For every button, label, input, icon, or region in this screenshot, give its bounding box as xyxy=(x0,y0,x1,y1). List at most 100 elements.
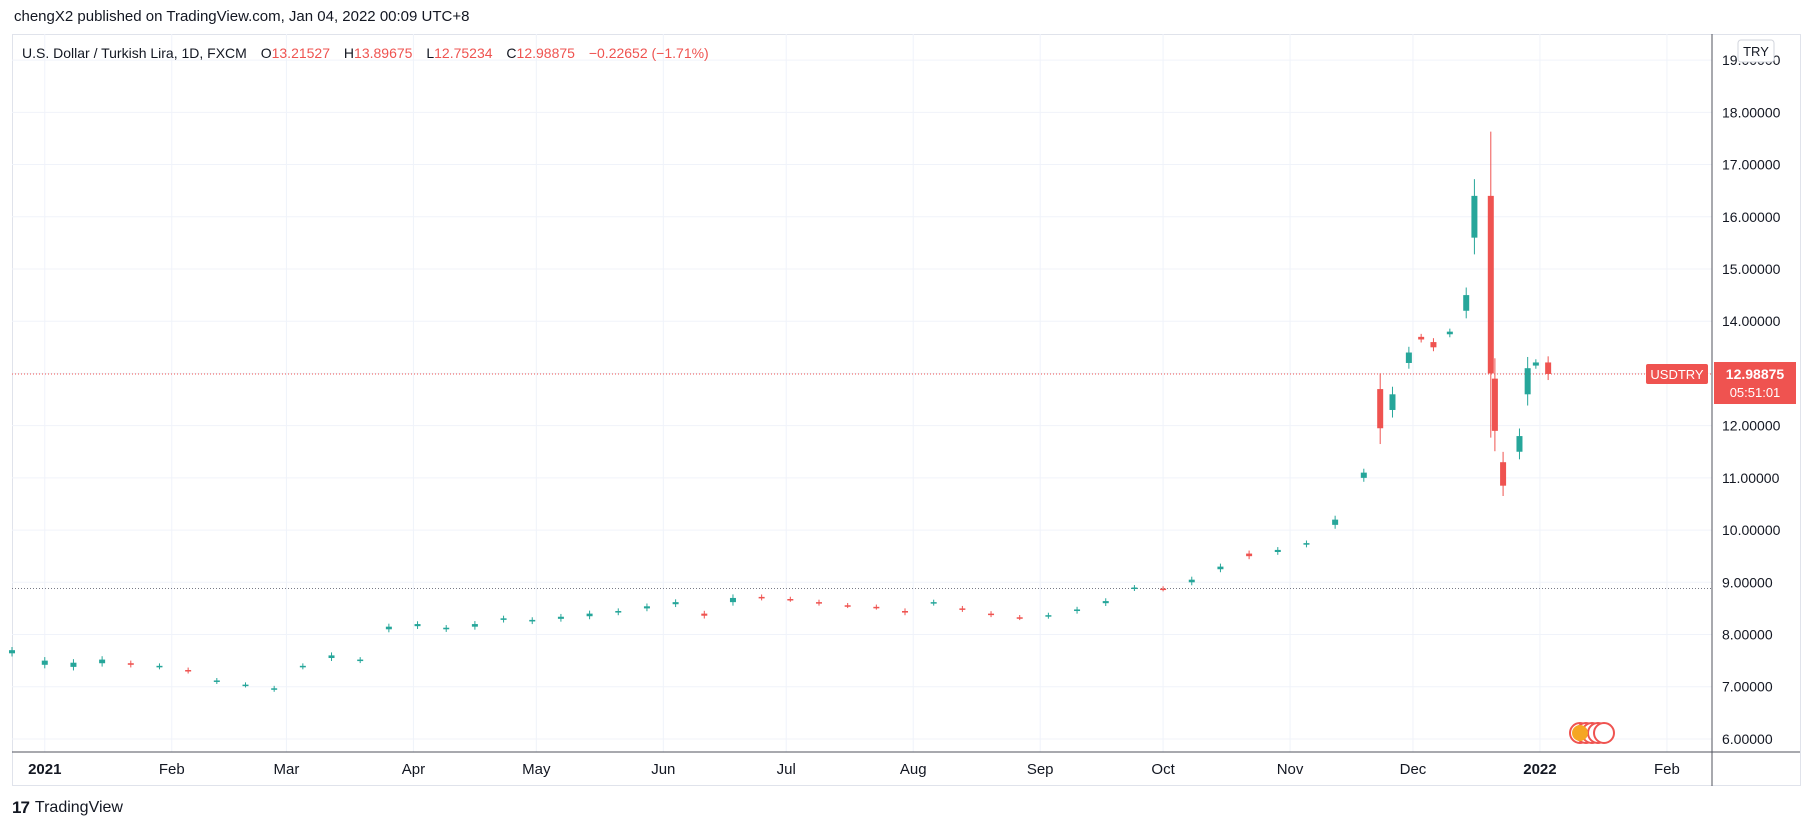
candle-body[interactable] xyxy=(127,663,134,665)
candle-body[interactable] xyxy=(156,665,163,668)
time-axis-label: 2022 xyxy=(1523,761,1556,778)
candle-body[interactable] xyxy=(1332,519,1339,525)
candle-body[interactable] xyxy=(185,670,192,672)
candle-body[interactable] xyxy=(9,650,15,654)
tradingview-brand: TradingView xyxy=(34,799,123,816)
price-axis-label: 9.00000 xyxy=(1722,574,1773,590)
legend-low-value: 12.75234 xyxy=(434,45,493,61)
currency-badge-label: TRY xyxy=(1743,44,1769,59)
candle-body[interactable] xyxy=(357,659,364,662)
candle-body[interactable] xyxy=(959,608,966,610)
last-price-badge[interactable] xyxy=(1714,362,1796,405)
publish-info: chengX2 published on TradingView.com, Ja… xyxy=(14,8,470,25)
candle-body[interactable] xyxy=(213,680,220,682)
price-axis-label: 16.00000 xyxy=(1722,209,1781,225)
candle-body[interactable] xyxy=(1491,378,1498,431)
legend-open-value: 13.21527 xyxy=(271,45,331,61)
time-axis-label: Jul xyxy=(777,761,796,778)
candle-body[interactable] xyxy=(1430,342,1437,348)
candle-body[interactable] xyxy=(873,606,880,609)
time-axis-label: Feb xyxy=(159,761,185,778)
candle-body[interactable] xyxy=(1418,336,1425,340)
candle-body[interactable] xyxy=(414,624,421,627)
candle-body[interactable] xyxy=(729,597,736,603)
candle-body[interactable] xyxy=(1389,394,1396,410)
candle-body[interactable] xyxy=(1045,615,1052,617)
time-axis-label: Nov xyxy=(1277,761,1304,778)
candle-body[interactable] xyxy=(701,613,708,616)
symbol-tag[interactable] xyxy=(1646,364,1708,385)
candle-body[interactable] xyxy=(844,605,851,607)
candle-body[interactable] xyxy=(242,684,249,687)
candle-body[interactable] xyxy=(1405,352,1412,363)
ohlc-legend: U.S. Dollar / Turkish Lira, 1D, FXCM O13… xyxy=(22,45,709,61)
price-axis-label: 6.00000 xyxy=(1722,731,1773,747)
candle-body[interactable] xyxy=(385,626,392,630)
candle-body[interactable] xyxy=(643,606,650,609)
legend-open-label: O xyxy=(260,45,272,61)
tradingview-logo-icon: 17 xyxy=(12,798,30,817)
candle-body[interactable] xyxy=(1532,362,1539,366)
candle-body[interactable] xyxy=(1516,436,1523,452)
candle-body[interactable] xyxy=(1471,195,1478,238)
candle-body[interactable] xyxy=(758,596,765,599)
price-axis-label: 14.00000 xyxy=(1722,313,1781,329)
candle-body[interactable] xyxy=(1500,462,1507,486)
candle-body[interactable] xyxy=(615,611,622,613)
candle-body[interactable] xyxy=(1246,553,1253,557)
candle-body[interactable] xyxy=(902,611,909,613)
legend-symbol: U.S. Dollar / Turkish Lira, 1D, FXCM xyxy=(22,45,247,61)
candle-body[interactable] xyxy=(70,662,77,667)
candle-body[interactable] xyxy=(1102,601,1109,604)
candle-body[interactable] xyxy=(930,602,937,604)
candle-body[interactable] xyxy=(271,688,278,690)
candle-body[interactable] xyxy=(529,619,536,622)
candle-body[interactable] xyxy=(1360,472,1367,478)
candle-body[interactable] xyxy=(815,602,822,604)
candle-body[interactable] xyxy=(1274,549,1281,553)
candle-body[interactable] xyxy=(1524,368,1531,395)
candle-body[interactable] xyxy=(672,602,679,605)
currency-badge[interactable] xyxy=(1737,39,1775,63)
candle-body[interactable] xyxy=(1303,543,1310,545)
legend-high-value: 13.89675 xyxy=(354,45,413,61)
legend-low-label: L xyxy=(426,45,435,61)
symbol-tag-label: USDTRY xyxy=(1650,367,1704,382)
candle-body[interactable] xyxy=(988,613,995,616)
legend-close-value: 12.98875 xyxy=(516,45,575,61)
candle-body[interactable] xyxy=(99,659,106,664)
time-axis-label: May xyxy=(522,761,551,778)
economic-event-icon[interactable] xyxy=(1593,722,1615,744)
candle-body[interactable] xyxy=(586,613,593,617)
candle-body[interactable] xyxy=(1016,617,1023,619)
price-axis-label: 7.00000 xyxy=(1722,679,1773,695)
time-axis-label: 2021 xyxy=(28,761,61,778)
candle-body[interactable] xyxy=(1074,609,1081,612)
candle-body[interactable] xyxy=(1217,566,1224,570)
candle-body[interactable] xyxy=(1188,579,1195,583)
candle-body[interactable] xyxy=(1487,195,1494,374)
candle-body[interactable] xyxy=(787,599,794,601)
us-flag-icon[interactable] xyxy=(1572,725,1588,741)
candle-body[interactable] xyxy=(1446,331,1453,335)
chart-frame[interactable] xyxy=(12,34,1801,786)
candle-body[interactable] xyxy=(41,660,48,665)
candle-body[interactable] xyxy=(557,616,564,619)
candle-body[interactable] xyxy=(1377,389,1384,429)
candle-body[interactable] xyxy=(443,627,450,630)
candle-body[interactable] xyxy=(328,655,335,659)
candle-body[interactable] xyxy=(1160,588,1167,591)
price-axis-label: 12.00000 xyxy=(1722,418,1781,434)
candle-body[interactable] xyxy=(1545,362,1552,374)
candle-body[interactable] xyxy=(1131,587,1138,590)
price-axis-label: 8.00000 xyxy=(1722,627,1773,643)
candle-body[interactable] xyxy=(471,624,478,627)
price-axis-label: 17.00000 xyxy=(1722,157,1781,173)
price-axis-label: 11.00000 xyxy=(1722,470,1780,486)
candle-body[interactable] xyxy=(500,618,507,620)
tradingview-logo[interactable]: 17 TradingView xyxy=(12,798,123,818)
candle-body[interactable] xyxy=(1463,295,1470,311)
candle-body[interactable] xyxy=(299,665,306,668)
time-axis-label: Aug xyxy=(900,761,927,778)
